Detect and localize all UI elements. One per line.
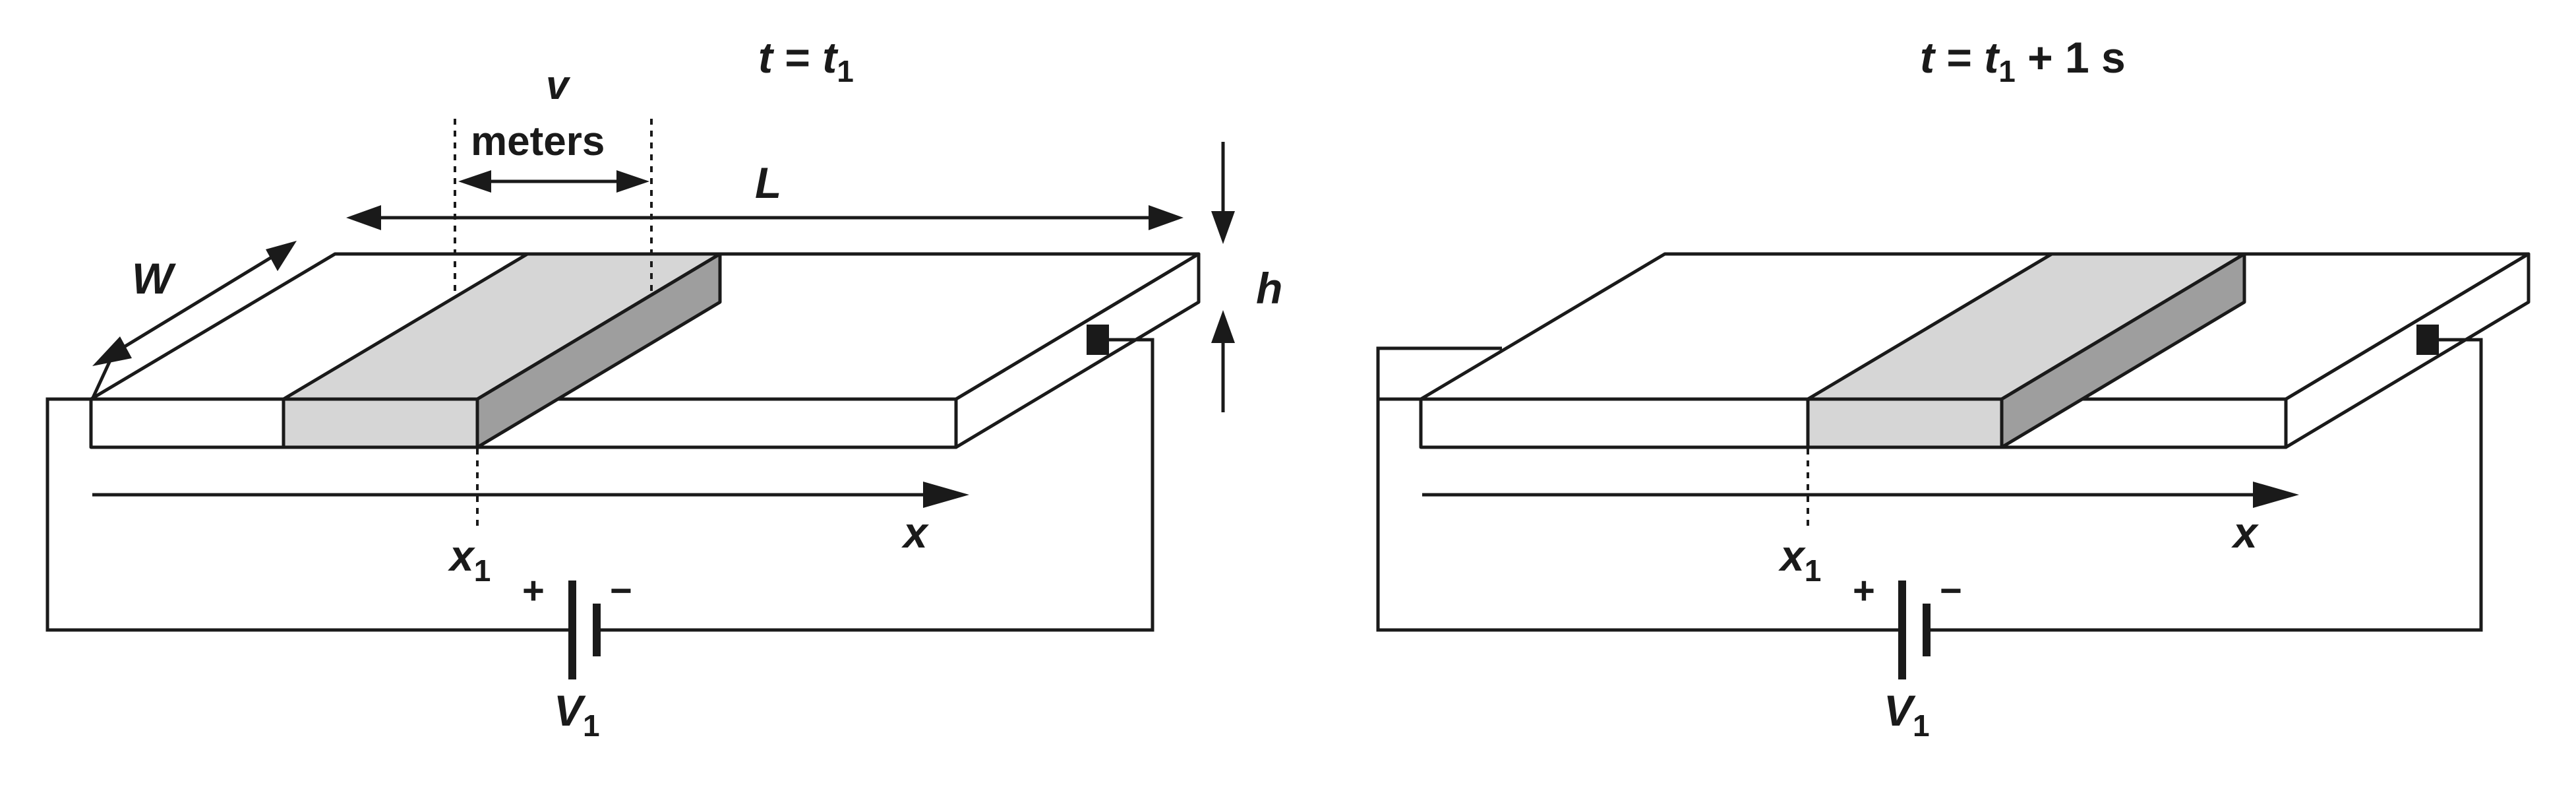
right-battery-plus: + bbox=[1853, 569, 1875, 612]
right-charge-side bbox=[2000, 252, 2246, 449]
right-battery bbox=[1898, 581, 1960, 679]
left-wire-into-top bbox=[90, 355, 114, 400]
left-slab-side bbox=[954, 252, 1201, 449]
left-panel: t = t1 + − V1 bbox=[45, 33, 1282, 743]
left-W-label: W bbox=[132, 254, 176, 303]
right-x-label: x bbox=[2231, 508, 2259, 557]
left-v-label: v bbox=[546, 63, 571, 108]
left-x-label: x bbox=[901, 508, 929, 557]
left-W-arrow bbox=[107, 252, 278, 358]
left-L-label: L bbox=[755, 158, 781, 207]
left-battery-plus: + bbox=[522, 569, 545, 612]
left-meters-label: meters bbox=[471, 119, 605, 164]
left-contact bbox=[1087, 325, 1109, 355]
left-h-label: h bbox=[1256, 264, 1282, 313]
left-battery-minus: − bbox=[610, 569, 632, 612]
left-charge-front bbox=[282, 397, 479, 449]
right-slab-side bbox=[2284, 252, 2531, 449]
right-battery-minus: − bbox=[1940, 569, 1962, 612]
left-battery-V1: V1 bbox=[554, 686, 600, 743]
right-panel: t = t1 + 1 s + − V1 x bbox=[1376, 33, 2531, 743]
right-charge-front bbox=[1806, 397, 2004, 449]
left-time-label: t = t1 bbox=[758, 33, 854, 88]
right-time-label: t = t1 + 1 s bbox=[1920, 33, 2126, 88]
right-battery-V1: V1 bbox=[1884, 686, 1930, 743]
left-x1-label: x1 bbox=[448, 531, 491, 588]
left-charge-side bbox=[475, 252, 722, 449]
left-battery bbox=[568, 581, 630, 679]
right-contact bbox=[2416, 325, 2439, 355]
right-x1-label: x1 bbox=[1778, 531, 1821, 588]
